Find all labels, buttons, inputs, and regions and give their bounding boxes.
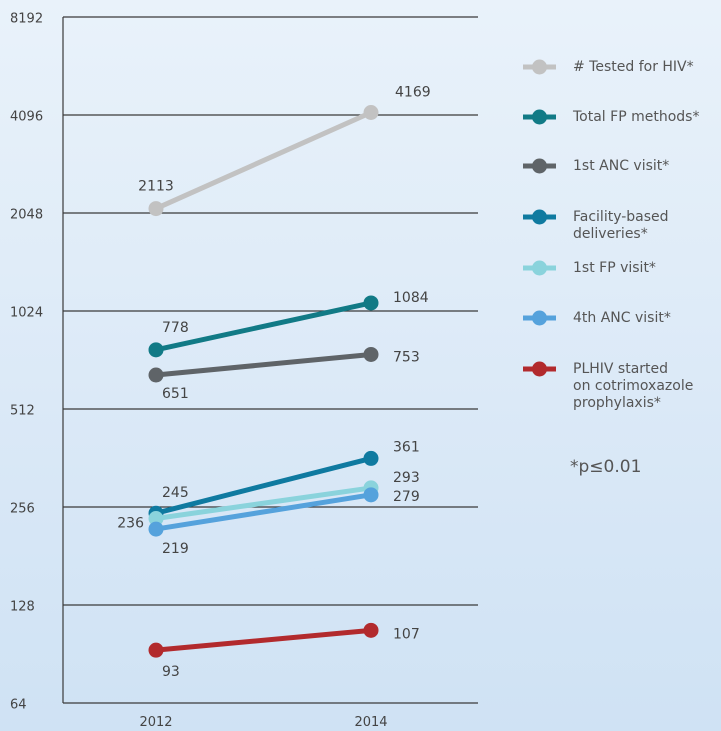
data-point bbox=[363, 295, 379, 311]
data-label: 279 bbox=[393, 489, 420, 505]
legend-swatch-dot bbox=[532, 158, 547, 174]
series-line bbox=[153, 351, 374, 378]
y-axis-ticks: 8192 4096 2048 1024 512 256 128 64 bbox=[10, 12, 43, 713]
data-point bbox=[363, 450, 379, 466]
legend-label: Facility-based bbox=[573, 209, 669, 225]
data-point bbox=[363, 622, 379, 638]
data-label: 361 bbox=[393, 439, 420, 455]
data-point bbox=[363, 105, 379, 121]
series-line bbox=[153, 627, 374, 653]
data-label: 219 bbox=[162, 541, 189, 557]
legend-swatch-dot bbox=[532, 59, 547, 75]
y-tick-label: 8192 bbox=[10, 12, 43, 27]
data-label: 778 bbox=[162, 320, 189, 336]
legend-swatch-dot bbox=[532, 109, 547, 125]
data-point bbox=[148, 642, 164, 658]
legend-swatch-dot bbox=[532, 209, 547, 225]
gridlines bbox=[63, 16, 478, 704]
data-point bbox=[148, 367, 164, 383]
data-point bbox=[363, 487, 379, 503]
data-point bbox=[148, 521, 164, 537]
legend-label: # Tested for HIV* bbox=[573, 59, 694, 75]
y-tick-label: 4096 bbox=[10, 110, 43, 125]
legend: # Tested for HIV* Total FP methods* 1st AN… bbox=[523, 59, 699, 411]
legend-label: PLHIV started bbox=[573, 361, 668, 377]
y-tick-label: 64 bbox=[10, 698, 27, 713]
legend-label: 4th ANC visit* bbox=[573, 310, 671, 326]
legend-label: on cotrimoxazole bbox=[573, 378, 693, 394]
y-tick-label: 2048 bbox=[10, 208, 43, 223]
series-line bbox=[153, 492, 374, 532]
series-line bbox=[153, 110, 374, 212]
legend-swatch-dot bbox=[532, 310, 547, 326]
data-point bbox=[148, 511, 164, 527]
series-lines bbox=[148, 105, 379, 658]
data-label: 651 bbox=[162, 386, 189, 402]
legend-label: 1st ANC visit* bbox=[573, 158, 669, 174]
legend-label: Total FP methods* bbox=[572, 109, 699, 125]
legend-label: prophylaxis* bbox=[573, 395, 661, 411]
data-point bbox=[148, 201, 164, 217]
data-label: 245 bbox=[162, 485, 189, 501]
data-label: 753 bbox=[393, 349, 420, 365]
legend-swatch-dot bbox=[532, 361, 547, 377]
y-tick-label: 512 bbox=[10, 404, 35, 419]
series-line bbox=[153, 485, 374, 522]
data-labels: 2113 4169 778 1084 651 753 245 361 236 293 219 279 9… bbox=[117, 85, 430, 681]
y-tick-label: 128 bbox=[10, 600, 35, 615]
y-tick-label: 256 bbox=[10, 502, 35, 517]
data-label: 93 bbox=[162, 664, 180, 680]
data-label: 4169 bbox=[395, 85, 431, 101]
x-axis-ticks: 2012 2014 bbox=[139, 715, 387, 730]
data-label: 236 bbox=[117, 516, 144, 532]
data-label: 107 bbox=[393, 626, 420, 642]
data-point bbox=[148, 342, 164, 358]
legend-swatch-dot bbox=[532, 260, 547, 276]
significance-note: *p≤0.01 bbox=[570, 457, 641, 477]
data-point bbox=[363, 346, 379, 362]
legend-label: 1st FP visit* bbox=[573, 260, 656, 276]
data-label: 293 bbox=[393, 470, 420, 486]
y-tick-label: 1024 bbox=[10, 306, 43, 321]
legend-label: deliveries* bbox=[573, 226, 648, 242]
x-tick-label: 2014 bbox=[354, 715, 387, 730]
data-label: 2113 bbox=[138, 179, 174, 195]
data-label: 1084 bbox=[393, 290, 429, 306]
x-tick-label: 2012 bbox=[139, 715, 172, 730]
series-line bbox=[153, 300, 374, 353]
series-line bbox=[153, 455, 374, 516]
